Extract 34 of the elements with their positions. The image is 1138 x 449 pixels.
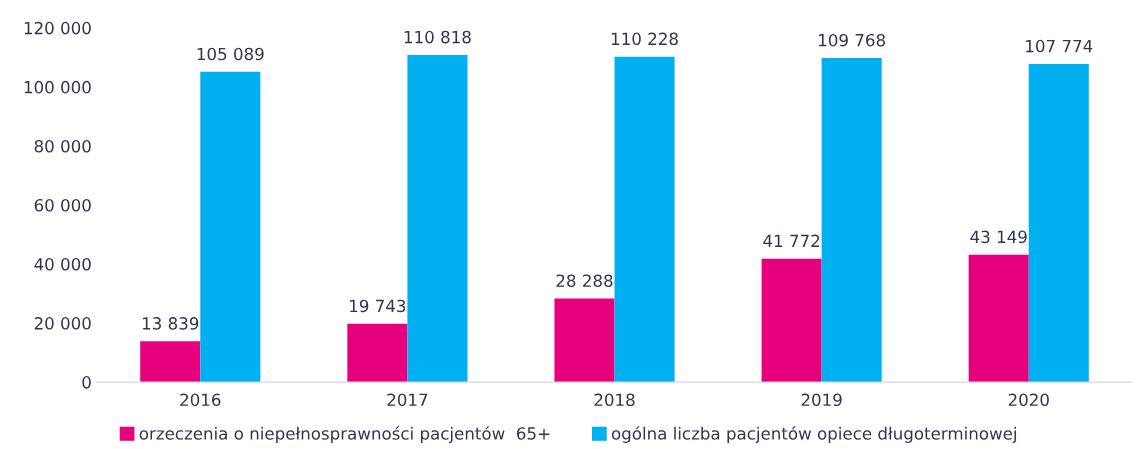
x-tick-label: 2017 — [387, 393, 428, 407]
y-tick-label: 100 000 — [24, 80, 91, 94]
bar — [140, 341, 201, 383]
data-label: 43 149 — [970, 230, 1027, 244]
y-tick-label: 80 000 — [34, 139, 91, 153]
y-tick-label: 0 — [82, 376, 91, 389]
bar — [407, 54, 468, 383]
bar — [347, 323, 408, 383]
y-tick-label: 60 000 — [34, 198, 91, 212]
x-tick-label: 2020 — [1008, 393, 1049, 407]
bar — [554, 298, 615, 383]
bar — [821, 58, 882, 383]
data-label: 13 839 — [142, 317, 199, 330]
x-tick-label: 2019 — [801, 393, 842, 407]
bar — [614, 56, 675, 383]
data-label: 107 774 — [1026, 39, 1093, 53]
y-tick-label: 20 000 — [34, 317, 91, 330]
y-tick-label: 40 000 — [34, 257, 91, 271]
legend-label: orzeczenia o niepełnosprawności pacjentów 65+ — [139, 426, 550, 443]
data-label: 110 818 — [404, 30, 471, 44]
x-tick-label: 2018 — [594, 393, 635, 407]
data-label: 105 089 — [197, 47, 264, 61]
bar — [200, 71, 261, 383]
data-label: 28 288 — [556, 274, 613, 288]
x-tick-label: 2016 — [180, 393, 221, 407]
bar — [968, 254, 1029, 383]
y-tick-label: 120 000 — [24, 21, 91, 35]
data-label: 110 228 — [611, 32, 678, 46]
legend-label: ogólna liczba pacjentów opiece długoterminowej — [611, 426, 1016, 443]
data-label: 41 772 — [763, 234, 820, 247]
data-label: 109 768 — [819, 33, 885, 47]
data-label: 19 743 — [350, 299, 406, 313]
bar — [1028, 63, 1089, 383]
bar — [761, 258, 822, 383]
